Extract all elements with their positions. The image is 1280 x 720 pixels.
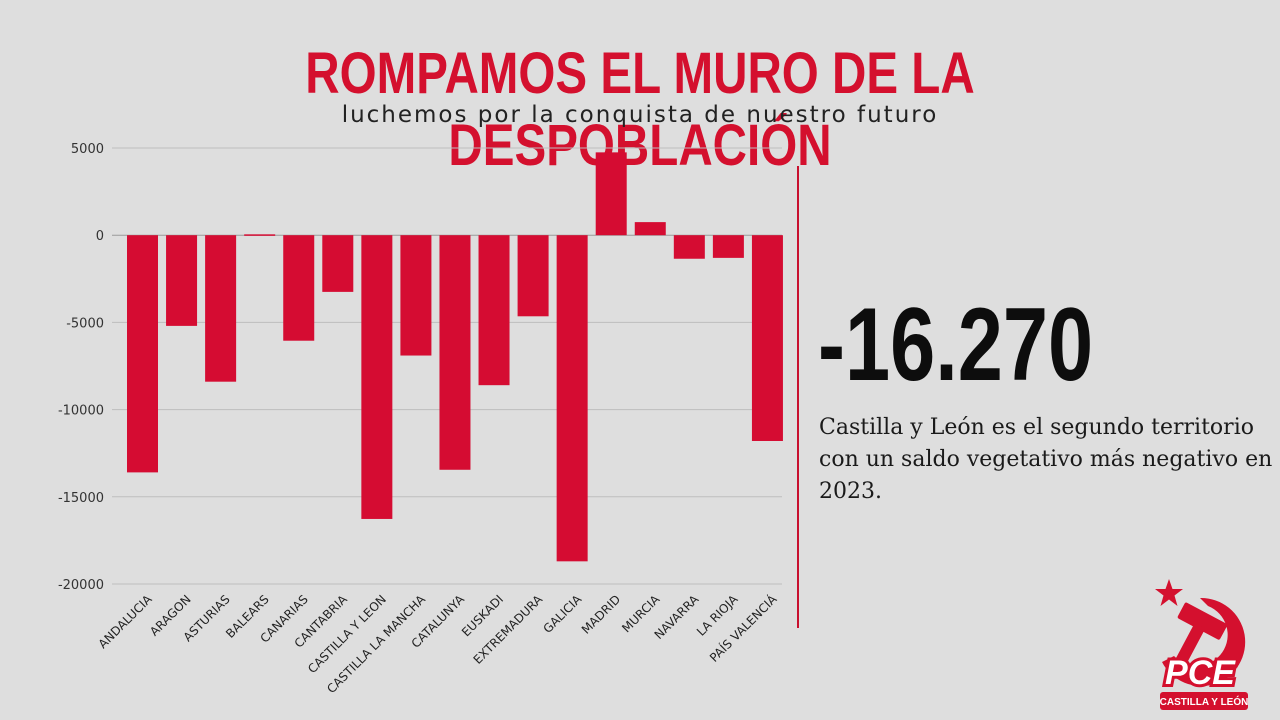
- highlight-description: Castilla y León es el segundo territorio…: [819, 415, 1273, 504]
- bars: [127, 152, 783, 562]
- highlight-value: -16.270: [818, 287, 1094, 403]
- page-title: ROMPAMOS EL MURO DE LA DESPOBLACIÓN: [305, 41, 975, 178]
- x-tick-label: MADRID: [579, 592, 623, 636]
- x-tick-label: EXTREMADURA: [471, 592, 546, 667]
- bar: [439, 235, 471, 470]
- bar: [244, 234, 276, 236]
- y-axis-tick-labels: 5000 0 -5000 -10000 -15000 -20000: [58, 142, 104, 593]
- x-tick-label: PAÍS VALENCIÁ: [706, 591, 780, 665]
- hammer-icon: [1171, 602, 1228, 673]
- bar: [127, 235, 158, 473]
- bar-chart: 5000 0 -5000 -10000 -15000 -20000 ANDALUCIAAR…: [58, 142, 783, 696]
- y-tick-label: -20000: [58, 578, 104, 593]
- y-tick-label: 0: [96, 229, 104, 244]
- y-tick-label: -5000: [66, 316, 104, 331]
- logo-region: CASTILLA Y LEÓN: [1160, 695, 1249, 708]
- y-tick-label: 5000: [71, 142, 104, 157]
- y-tick-label: -15000: [58, 491, 104, 506]
- bar: [517, 235, 549, 317]
- bar: [478, 235, 510, 386]
- vertical-divider: [797, 166, 799, 628]
- x-tick-label: ANDALUCIA: [96, 592, 156, 652]
- bar: [166, 235, 198, 326]
- bar: [712, 235, 744, 258]
- bar: [400, 235, 432, 356]
- y-tick-label: -10000: [58, 404, 104, 419]
- page-subtitle: luchemos por la conquista de nuestro fut…: [341, 102, 939, 128]
- bar: [205, 235, 237, 382]
- bar: [751, 235, 783, 441]
- bar: [322, 235, 354, 292]
- bar: [673, 235, 705, 259]
- bar: [283, 235, 315, 341]
- bar: [634, 222, 666, 236]
- star-icon: [1155, 579, 1183, 606]
- logo-acronym: PCE: [1165, 654, 1236, 692]
- bar: [361, 235, 393, 519]
- pce-logo: PCE CASTILLA Y LEÓN: [1155, 579, 1249, 710]
- x-tick-label: GALICIA: [541, 592, 585, 636]
- bar: [595, 152, 627, 236]
- bar: [556, 235, 588, 562]
- x-axis-tick-labels: ANDALUCIAARAGONASTURIASBALEARSCANARIASCA…: [96, 591, 780, 696]
